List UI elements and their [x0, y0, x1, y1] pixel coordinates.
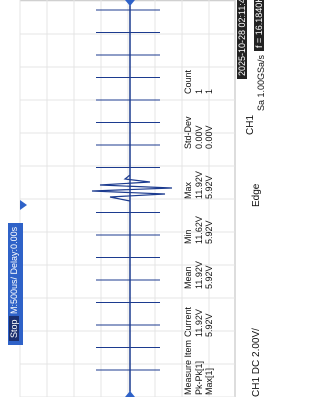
table-cell: 5.92V [204, 265, 214, 289]
sample-rate: Sa 1.00GSa/s [256, 55, 266, 111]
trigger-source: CH1 [246, 115, 256, 135]
table-cell: Max[1] [204, 368, 214, 395]
table-header: Mean [183, 266, 193, 289]
table-cell: Pk-Pk[1] [194, 361, 204, 395]
waveform-area [0, 0, 267, 397]
table-cell: 1 [194, 89, 204, 94]
scope-screen: Stop M:500us/ Delay:0.00s Measure Item Cu… [0, 0, 267, 397]
table-cell: 5.92V [204, 220, 214, 244]
table-header: Count [183, 70, 193, 94]
run-state: Stop [9, 316, 19, 341]
table-cell: 0.00V [194, 125, 204, 149]
table-cell: 11.92V [194, 309, 204, 337]
table-header: Measure Item [183, 340, 193, 395]
table-cell: 11.92V [194, 171, 204, 199]
table-cell: 5.92V [204, 175, 214, 199]
table-header: Min [183, 229, 193, 244]
table-cell: 5.92V [204, 313, 214, 337]
table-header: Max [183, 182, 193, 199]
trigger-type: Edge [252, 184, 262, 207]
channel-info: CH1 DC 2.00V/ [252, 328, 262, 397]
table-cell: 1 [204, 89, 214, 94]
status-bar: Stop M:500us/ Delay:0.00s [8, 223, 23, 345]
table-cell: 0.00V [204, 125, 214, 149]
frequency: f = 16.1840KHz [254, 0, 264, 51]
page: Stop M:500us/ Delay:0.00s Measure Item Cu… [0, 0, 267, 397]
table-cell: 11.62V [194, 216, 204, 244]
table-cell: 11.92V [194, 261, 204, 289]
timebase: M:500us/ Delay:0.00s [9, 227, 19, 314]
table-header: Std-Dev [183, 116, 193, 149]
table-header: Current [183, 307, 193, 337]
datetime: 2025-10-28 02:11:42 [237, 0, 247, 79]
